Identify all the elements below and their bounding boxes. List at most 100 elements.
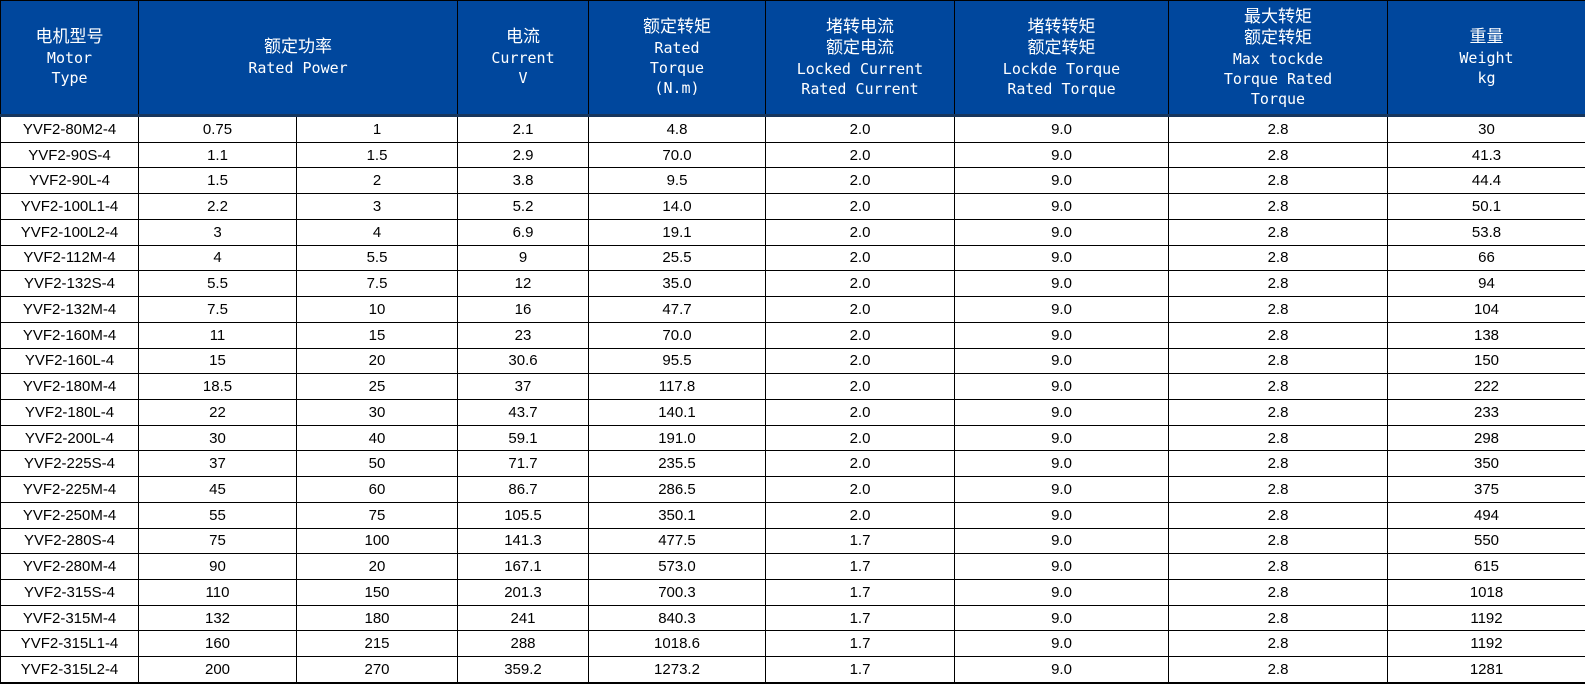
cell-rated-power-a: 18.5 [138,373,297,400]
cell-locked-torque-ratio: 9.0 [954,193,1169,220]
cell-max-torque-ratio: 2.8 [1168,501,1388,529]
cell-locked-torque-ratio: 9.0 [954,527,1169,555]
cell-rated-power-a: 7.5 [138,296,297,323]
cell-rated-torque: 286.5 [588,476,766,503]
cell-current: 71.7 [457,450,589,478]
cell-locked-torque-ratio: 9.0 [954,476,1169,503]
cell-weight: 1281 [1387,656,1585,684]
cell-max-torque-ratio: 2.8 [1168,578,1388,606]
cell-locked-torque-ratio: 9.0 [954,218,1169,246]
header-line: 电流 [506,27,540,47]
header-line: 额定电流 [826,37,894,58]
cell-weight: 615 [1387,553,1585,580]
header-line: 额定转矩 [643,17,711,37]
cell-weight: 94 [1387,270,1585,298]
cell-max-torque-ratio: 2.8 [1168,141,1388,169]
cell-current: 359.2 [457,656,589,684]
cell-motor-type: YVF2-112M-4 [0,244,139,272]
cell-rated-torque: 19.1 [588,218,766,246]
header-line: 额定转矩 [1027,37,1096,58]
cell-rated-power-a: 3 [138,218,297,246]
header-max-torque-ratio: 最大转矩 额定转矩 Max tockde Torque Rated Torque [1168,0,1388,117]
header-line: Motor [46,49,93,67]
cell-current: 141.3 [457,527,589,555]
cell-rated-power-a: 110 [138,578,297,606]
cell-locked-torque-ratio: 9.0 [954,244,1169,272]
cell-rated-torque: 140.1 [588,398,766,426]
cell-locked-torque-ratio: 9.0 [954,630,1169,658]
cell-current: 59.1 [457,424,589,452]
cell-rated-torque: 47.7 [588,296,766,323]
header-line: Rated [654,39,700,57]
cell-weight: 30 [1387,115,1585,143]
cell-rated-power-b: 270 [296,656,458,684]
cell-locked-torque-ratio: 9.0 [954,321,1169,349]
cell-locked-torque-ratio: 9.0 [954,347,1169,375]
cell-weight: 53.8 [1387,218,1585,246]
cell-motor-type: YVF2-225M-4 [0,476,139,503]
cell-rated-power-b: 30 [296,398,458,426]
cell-weight: 50.1 [1387,193,1585,220]
cell-motor-type: YVF2-280S-4 [0,527,139,555]
header-line: 额定转矩 [1244,27,1312,48]
cell-rated-power-b: 180 [296,604,458,632]
header-motor-type: 电机型号 Motor Type [0,0,139,117]
cell-current: 37 [457,373,589,400]
cell-motor-type: YVF2-315L1-4 [0,630,139,658]
cell-motor-type: YVF2-132S-4 [0,270,139,298]
cell-max-torque-ratio: 2.8 [1168,167,1388,195]
table-row: YVF2-132M-4 7.5 10 16 47.7 2.0 9.0 2.8 104 [0,296,1585,323]
cell-motor-type: YVF2-90S-4 [0,141,139,169]
cell-current: 241 [457,604,589,632]
cell-locked-torque-ratio: 9.0 [954,115,1169,143]
header-line: 电机型号 [35,27,104,47]
cell-max-torque-ratio: 2.8 [1168,656,1388,684]
cell-rated-power-b: 20 [296,347,458,375]
cell-rated-power-a: 30 [138,424,297,452]
cell-max-torque-ratio: 2.8 [1168,553,1388,580]
cell-current: 2.9 [457,141,589,169]
cell-rated-torque: 573.0 [588,553,766,580]
cell-rated-torque: 1273.2 [588,656,766,684]
cell-rated-power-a: 0.75 [138,115,297,143]
header-line: Rated Torque [1007,79,1116,98]
cell-motor-type: YVF2-250M-4 [0,501,139,529]
cell-locked-current-ratio: 1.7 [765,553,955,580]
cell-locked-current-ratio: 2.0 [765,115,955,143]
cell-current: 2.1 [457,115,589,143]
table-row: YVF2-315L1-4 160 215 288 1018.6 1.7 9.0 2.8 1192 [0,630,1585,658]
cell-locked-torque-ratio: 9.0 [954,424,1169,452]
cell-locked-current-ratio: 1.7 [765,604,955,632]
cell-max-torque-ratio: 2.8 [1168,347,1388,375]
header-line: Lockde Torque [1002,59,1121,78]
table-header: 电机型号 Motor Type 额定功率 Rated Power 电流 Current V 额定… [0,0,1585,117]
cell-motor-type: YVF2-280M-4 [0,553,139,580]
cell-weight: 138 [1387,321,1585,349]
table-row: YVF2-315M-4 132 180 241 840.3 1.7 9.0 2.8 1192 [0,604,1585,632]
cell-rated-torque: 191.0 [588,424,766,452]
cell-max-torque-ratio: 2.8 [1168,630,1388,658]
cell-max-torque-ratio: 2.8 [1168,218,1388,246]
cell-rated-torque: 70.0 [588,141,766,169]
cell-weight: 350 [1387,450,1585,478]
cell-rated-torque: 14.0 [588,193,766,220]
cell-current: 105.5 [457,501,589,529]
cell-max-torque-ratio: 2.8 [1168,321,1388,349]
cell-motor-type: YVF2-160M-4 [0,321,139,349]
cell-motor-type: YVF2-90L-4 [0,167,139,195]
cell-motor-type: YVF2-80M2-4 [0,115,139,143]
cell-rated-power-a: 200 [138,656,297,684]
cell-current: 3.8 [457,167,589,195]
cell-motor-type: YVF2-315L2-4 [0,656,139,684]
table-row: YVF2-80M2-4 0.75 1 2.1 4.8 2.0 9.0 2.8 30 [0,115,1585,143]
cell-rated-power-b: 60 [296,476,458,503]
cell-rated-power-b: 75 [296,501,458,529]
table-row: YVF2-200L-4 30 40 59.1 191.0 2.0 9.0 2.8 298 [0,424,1585,452]
table-row: YVF2-280M-4 90 20 167.1 573.0 1.7 9.0 2.8 615 [0,553,1585,580]
header-line: Rated Power [248,59,348,77]
header-line: Locked Current [796,59,924,78]
cell-rated-torque: 700.3 [588,578,766,606]
cell-max-torque-ratio: 2.8 [1168,527,1388,555]
header-line: 重量 [1469,27,1504,47]
